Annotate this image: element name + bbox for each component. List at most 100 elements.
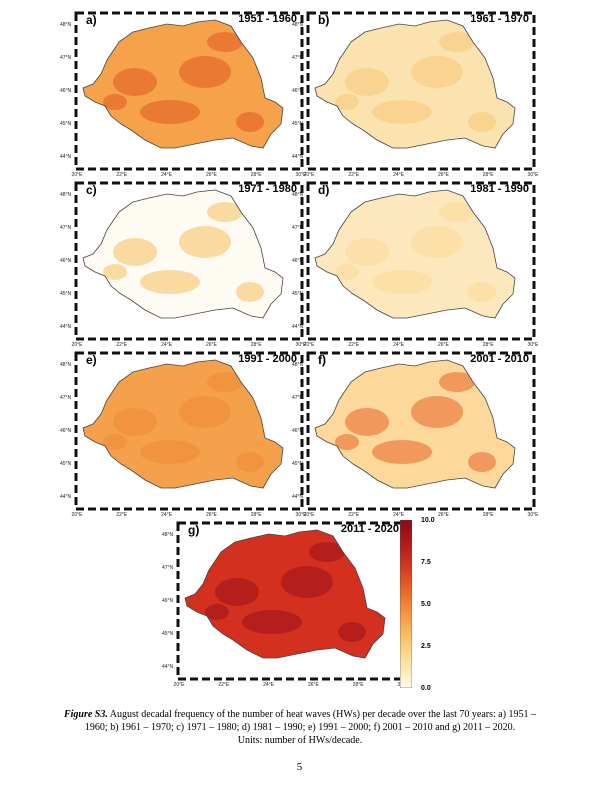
country-border [82,19,284,149]
longitude-label: 28°E [250,512,262,518]
map-panel-a: a) 1951 - 1960 48°N 47°N 46°N 45°N 44°N 20°E 22°… [60,11,306,178]
longitude-label: 30°E [295,172,307,178]
longitude-label: 20°E [71,172,83,178]
heatwave-patch [236,112,264,132]
map-border-frame [74,181,304,341]
longitude-label: 20°E [173,682,185,688]
latitude-label: 44°N [60,494,72,500]
longitude-label: 30°E [527,512,539,518]
country-shape [315,20,515,148]
colorbar-tick: 10.0 [421,517,435,524]
heatwave-patch [439,372,475,392]
panel-period: 1961 - 1970 [470,13,529,25]
latitude-label: 47°N [60,395,72,401]
latitude-label: 44°N [292,324,304,330]
panel-letter: a) [86,13,97,27]
map-panel-f: f) 2001 - 2010 48°N 47°N 46°N 45°N 44°N 20°E 22°… [292,351,538,518]
heatwave-patch [207,32,243,52]
heatwave-patch [335,264,359,280]
latitude-label: 44°N [60,324,72,330]
heatwave-patch [468,112,496,132]
country-shape [83,360,283,488]
heatwave-patch [103,434,127,450]
longitude-label: 30°E [527,172,539,178]
longitude-label: 26°E [437,172,449,178]
latitude-label: 46°N [292,258,304,264]
heatwave-patch [140,100,200,124]
colorbar [400,520,412,688]
heatwave-patch [335,434,359,450]
longitude-label: 24°E [393,512,405,518]
heatwave-patch [281,566,333,598]
heatwave-patch [205,604,229,620]
map-border-frame [306,351,536,511]
longitude-label: 22°E [348,172,360,178]
longitude-label: 22°E [116,512,128,518]
longitude-label: 24°E [161,172,173,178]
longitude-label: 30°E [527,342,539,348]
latitude-label: 45°N [292,461,304,467]
latitude-label: 44°N [60,154,72,160]
country-border [184,529,386,659]
heatwave-patch [411,226,463,258]
panel-period: 2011 - 2020 [340,523,399,535]
panel-letter: f) [318,353,326,367]
colorbar-tick: 0.0 [421,685,431,692]
longitude-label: 22°E [116,342,128,348]
map-frame [74,351,304,511]
longitude-label: 24°E [263,682,275,688]
heatwave-patch [103,264,127,280]
heatwave-patch [468,452,496,472]
longitude-label: 26°E [205,512,217,518]
map-panel-g: g) 2011 - 2020 48°N 47°N 46°N 45°N 44°N 20°E 22°… [162,521,408,688]
caption-label: Figure S3. [63,709,108,720]
latitude-label: 44°N [292,154,304,160]
panel-letter: c) [86,183,97,197]
latitude-label: 47°N [162,565,174,571]
map-frame [74,181,304,341]
longitude-label: 26°E [205,172,217,178]
map-frame [74,11,304,171]
latitude-label: 48°N [292,192,304,198]
heatwave-patch [113,238,157,266]
latitude-label: 45°N [292,121,304,127]
latitude-label: 46°N [60,428,72,434]
heatwave-patch [345,68,389,96]
latitude-label: 45°N [60,291,72,297]
longitude-label: 28°E [250,342,262,348]
latitude-label: 45°N [60,121,72,127]
latitude-label: 46°N [60,258,72,264]
latitude-label: 48°N [60,362,72,368]
heatwave-patch [179,226,231,258]
heatwave-patch [179,56,231,88]
heatwave-patch [140,440,200,464]
latitude-label: 48°N [60,192,72,198]
map-border-frame [306,11,536,171]
longitude-label: 24°E [393,342,405,348]
longitude-label: 24°E [393,172,405,178]
longitude-label: 20°E [71,512,83,518]
heatwave-patch [215,578,259,606]
heatwave-patch [242,610,302,634]
longitude-label: 20°E [303,512,315,518]
latitude-label: 46°N [292,88,304,94]
longitude-label: 28°E [482,512,494,518]
colorbar-tick: 7.5 [421,559,431,566]
heatwave-patch [113,68,157,96]
heatwave-patch [411,396,463,428]
map-frame [306,181,536,341]
country-shape [315,360,515,488]
heatwave-patch [338,622,366,642]
longitude-label: 26°E [437,512,449,518]
longitude-label: 22°E [116,172,128,178]
heatwave-patch [207,202,243,222]
heatwave-patch [207,372,243,392]
heatwave-patch [113,408,157,436]
longitude-label: 28°E [352,682,364,688]
latitude-label: 47°N [60,55,72,61]
country-border [314,19,516,149]
heatwave-patch [345,408,389,436]
country-border [82,189,284,319]
panel-letter: e) [86,353,97,367]
map-border-frame [74,11,304,171]
